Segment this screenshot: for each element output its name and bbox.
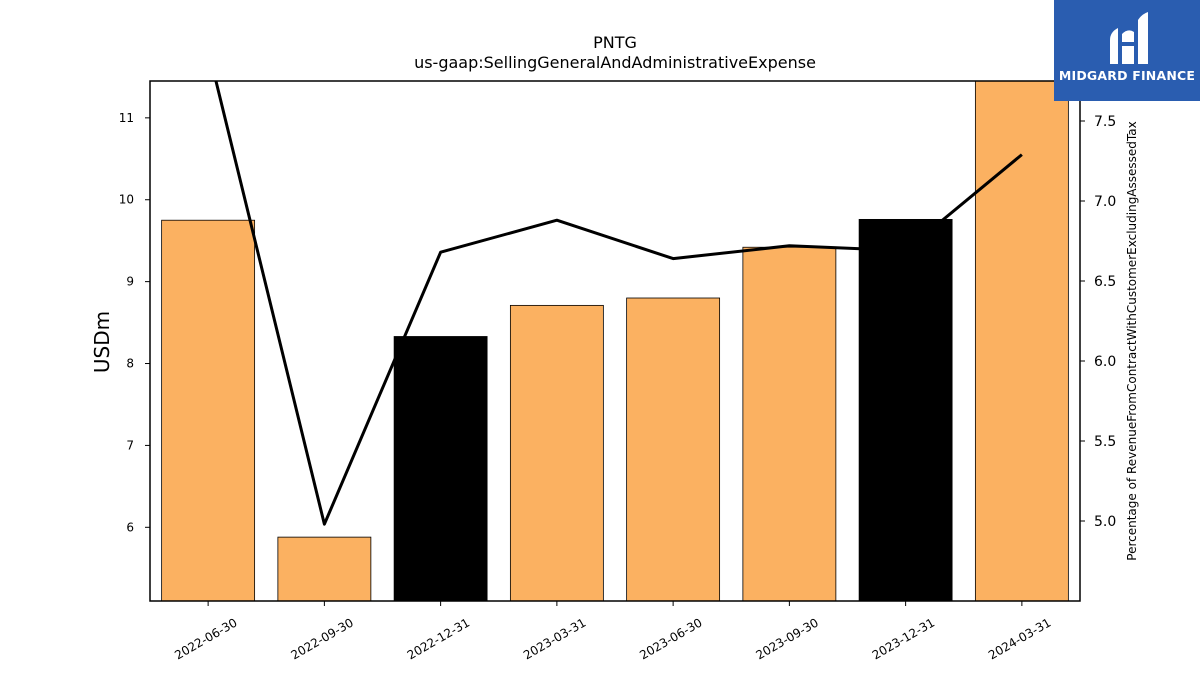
bar-2023-12-31 <box>858 218 953 602</box>
y-tick-label-8: 8 <box>126 357 134 371</box>
x-tick-label-2023-06-30: 2023-06-30 <box>637 615 704 662</box>
y-tick-label-10: 10 <box>119 193 134 207</box>
y-right-tick-label-5.5: 5.5 <box>1094 434 1116 450</box>
y-right-tick-label-7.0: 7.0 <box>1094 194 1116 210</box>
y-axis-label: USDm <box>90 311 114 373</box>
bar-2024-03-31 <box>974 80 1069 602</box>
y-tick-label-6: 6 <box>126 520 134 534</box>
x-tick-label-2022-06-30: 2022-06-30 <box>172 615 239 662</box>
logo-mark-icon <box>1110 12 1148 64</box>
line-series <box>214 81 1023 526</box>
y-right-tick-label-6.0: 6.0 <box>1094 354 1116 370</box>
x-tick-label-2022-12-31: 2022-12-31 <box>405 615 472 662</box>
chart-subtitle: us-gaap:SellingGeneralAndAdministrativeE… <box>414 53 816 72</box>
bar-2022-12-31 <box>393 336 488 602</box>
bar-2023-03-31 <box>509 304 604 602</box>
x-tick-label-2023-12-31: 2023-12-31 <box>870 615 937 662</box>
plot-frame <box>149 80 1081 602</box>
y-right-tick-label-6.5: 6.5 <box>1094 274 1116 290</box>
bar-2022-09-30 <box>277 536 372 602</box>
x-tick-label-2023-09-30: 2023-09-30 <box>753 615 820 662</box>
x-tick-label-2024-03-31: 2024-03-31 <box>986 615 1053 662</box>
bar-2022-06-30 <box>161 219 256 602</box>
y-right-tick-label-5.0: 5.0 <box>1094 514 1116 530</box>
chart-title: PNTG <box>593 33 637 52</box>
y-right-tick-label-7.5: 7.5 <box>1094 114 1116 130</box>
midgard-finance-logo: MIDGARD FINANCE <box>1054 0 1200 101</box>
logo-text: MIDGARD FINANCE <box>1058 68 1196 83</box>
bar-2023-06-30 <box>626 297 721 602</box>
y-tick-label-7: 7 <box>126 438 134 452</box>
x-tick-label-2022-09-30: 2022-09-30 <box>288 615 355 662</box>
y-tick-label-9: 9 <box>126 275 134 289</box>
y-axis-right-label: Percentage of RevenueFromContractWithCus… <box>1125 121 1139 560</box>
x-tick-label-2023-03-31: 2023-03-31 <box>521 615 588 662</box>
y-tick-label-11: 11 <box>119 111 134 125</box>
bar-2023-09-30 <box>742 246 837 602</box>
